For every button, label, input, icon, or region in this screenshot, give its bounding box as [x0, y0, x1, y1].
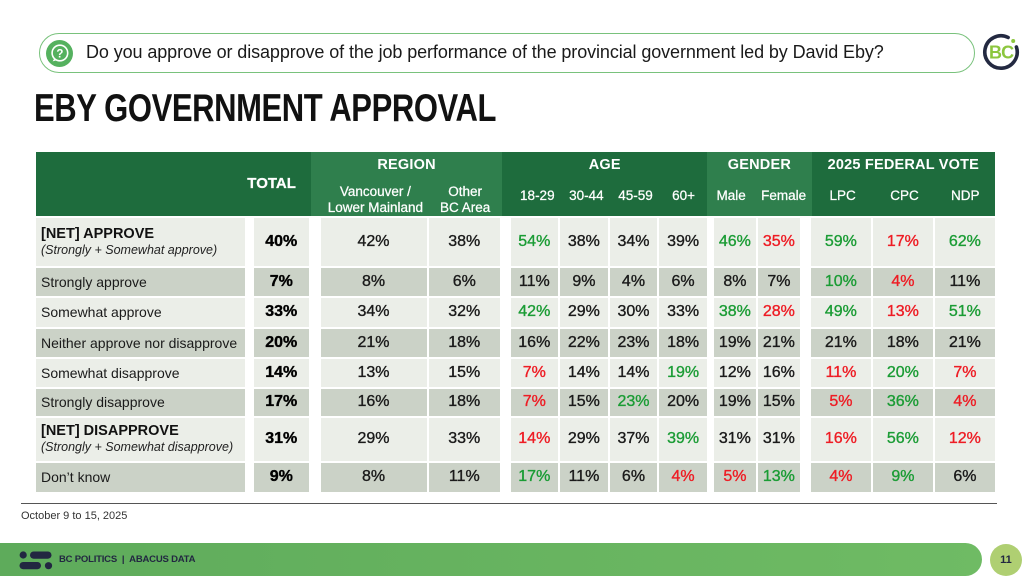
svg-text:BC: BC — [989, 42, 1014, 62]
svg-text:?: ? — [56, 48, 63, 60]
